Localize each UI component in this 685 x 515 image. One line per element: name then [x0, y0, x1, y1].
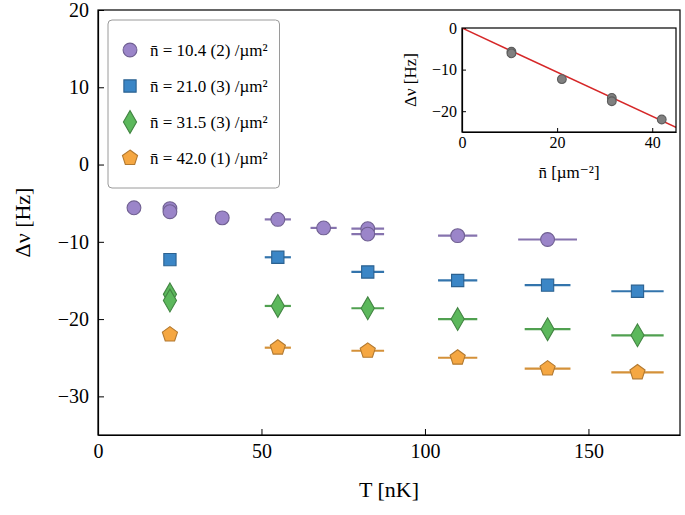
marker: [557, 75, 566, 84]
x-tick-label: 20: [550, 134, 566, 151]
y-tick-label: 10: [69, 76, 89, 98]
marker: [631, 285, 643, 297]
legend-marker: [123, 111, 136, 134]
x-tick-mark: [425, 429, 426, 435]
marker: [362, 266, 374, 278]
legend-label: n̄ = 31.5 (3) /µm²: [150, 113, 268, 132]
marker: [540, 361, 555, 375]
x-tick-mark: [652, 128, 653, 132]
x-tick-label: 50: [252, 440, 272, 462]
y-tick: −20: [432, 103, 466, 120]
y-tick-mark: [462, 70, 466, 71]
marker: [541, 233, 555, 247]
marker: [163, 289, 176, 312]
background: [0, 0, 685, 515]
x-tick-mark: [588, 429, 589, 435]
x-tick-mark: [261, 429, 262, 435]
marker: [451, 308, 464, 331]
y-tick-mark: [98, 319, 104, 320]
y-axis: −30 −20 −10 0 10 20: [58, 0, 104, 436]
y-tick-label: −20: [432, 103, 457, 120]
legend-marker: [123, 43, 137, 57]
y-tick: −30: [58, 385, 104, 407]
y-tick-label: −20: [58, 308, 89, 330]
marker: [317, 221, 331, 235]
y-tick: −10: [58, 231, 104, 253]
legend-label: n̄ = 42.0 (1) /µm²: [150, 149, 268, 168]
plot-background: [98, 10, 680, 435]
marker: [215, 211, 229, 225]
y-tick-label: 20: [69, 0, 89, 21]
x-tick-label: 0: [459, 134, 467, 151]
marker: [607, 97, 616, 106]
marker: [270, 340, 285, 354]
plot-frame: [462, 28, 676, 132]
marker: [657, 115, 666, 124]
x-tick-mark: [557, 128, 558, 132]
legend-label: n̄ = 10.4 (2) /µm²: [150, 41, 268, 60]
marker: [164, 253, 176, 265]
marker: [163, 205, 177, 219]
marker: [127, 201, 141, 215]
y-tick: −10: [432, 61, 466, 78]
x-axis-title: T [nK]: [359, 477, 419, 502]
marker: [630, 364, 645, 378]
chart-root: 0 50 100 150 −30 −20 −10 0 10 20 T [nK] Δν [Hz] n̄ =…: [0, 0, 685, 515]
x-tick: 150: [574, 429, 604, 462]
y-tick-label: 0: [449, 20, 457, 37]
y-tick-mark: [98, 87, 104, 88]
x-tick-label: 100: [410, 440, 440, 462]
y-tick: 10: [69, 76, 104, 98]
y-axis: −20 −10 0: [432, 20, 466, 133]
plot-background: [462, 28, 676, 132]
y-axis-title: Δν [Hz]: [401, 53, 420, 107]
legend-label: n̄ = 21.0 (3) /µm²: [150, 77, 268, 96]
marker: [162, 327, 177, 341]
legend-marker: [124, 80, 136, 92]
fit-line: [462, 28, 676, 127]
plot-0: 0 50 100 150 −30 −20 −10 0 10 20 T [nK] Δν [Hz] n̄ =…: [10, 0, 681, 502]
legend: n̄ = 10.4 (2) /µm² n̄ = 21.0 (3) /µm² n̄ =…: [108, 20, 280, 188]
y-tick-mark: [98, 396, 104, 397]
plot-1: 0 20 40 −20 −10 0 n̄ [µm⁻²] Δν [Hz]: [401, 20, 677, 182]
marker: [450, 350, 465, 364]
plot-frame: [98, 10, 680, 435]
y-tick-label: −10: [432, 61, 457, 78]
marker: [507, 49, 516, 58]
x-tick: 50: [252, 429, 272, 462]
marker: [541, 279, 553, 291]
marker: [451, 229, 465, 243]
marker: [271, 295, 284, 318]
marker: [361, 227, 375, 241]
y-tick-mark: [98, 242, 104, 243]
data-layer: [462, 28, 676, 127]
marker: [541, 318, 554, 341]
y-tick-label: −10: [58, 231, 89, 253]
legend-box: [108, 20, 280, 188]
y-tick-label: 0: [79, 153, 89, 175]
marker: [452, 274, 464, 286]
marker: [631, 324, 644, 347]
y-tick-label: −30: [58, 385, 89, 407]
y-tick: −20: [58, 308, 104, 330]
marker: [361, 297, 374, 320]
x-tick-label: 0: [94, 440, 104, 462]
y-tick: 0: [79, 153, 104, 175]
data-layer: [127, 201, 664, 379]
marker: [272, 251, 284, 263]
marker: [360, 343, 375, 357]
y-tick-mark: [98, 165, 104, 166]
y-tick-mark: [462, 111, 466, 112]
x-axis-title: n̄ [µm⁻²]: [538, 163, 599, 182]
x-tick-label: 40: [645, 134, 661, 151]
x-tick: 100: [410, 429, 440, 462]
x-tick-label: 150: [574, 440, 604, 462]
marker: [271, 212, 285, 226]
y-axis-title: Δν [Hz]: [10, 188, 35, 258]
x-axis: 0 50 100 150: [94, 429, 681, 462]
legend-marker: [122, 150, 137, 164]
